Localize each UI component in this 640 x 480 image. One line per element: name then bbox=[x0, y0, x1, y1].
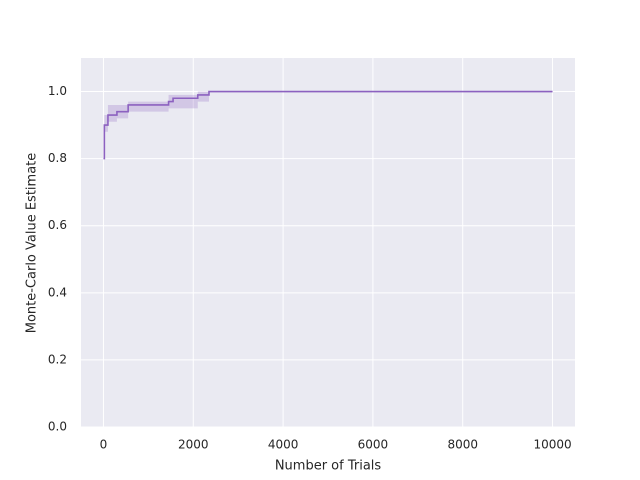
x-axis-label: Number of Trials bbox=[275, 459, 382, 474]
x-tick-label: 4000 bbox=[268, 438, 299, 452]
x-tick-label: 10000 bbox=[533, 438, 571, 452]
y-tick-label: 0.2 bbox=[48, 352, 67, 366]
plot-background bbox=[81, 58, 575, 427]
y-axis-label: Monte-Carlo Value Estimate bbox=[25, 153, 40, 334]
x-tick-label: 6000 bbox=[358, 438, 389, 452]
x-tick-label: 8000 bbox=[447, 438, 478, 452]
y-tick-label: 1.0 bbox=[48, 84, 67, 98]
x-tick-label: 2000 bbox=[178, 438, 209, 452]
y-tick-label: 0.0 bbox=[48, 420, 67, 434]
line bbox=[103, 90, 553, 160]
y-tick-label: 0.6 bbox=[48, 218, 67, 232]
x-tick-label: 0 bbox=[100, 438, 108, 452]
y-tick-label: 0.8 bbox=[48, 151, 67, 165]
y-tick-label: 0.4 bbox=[48, 285, 67, 299]
